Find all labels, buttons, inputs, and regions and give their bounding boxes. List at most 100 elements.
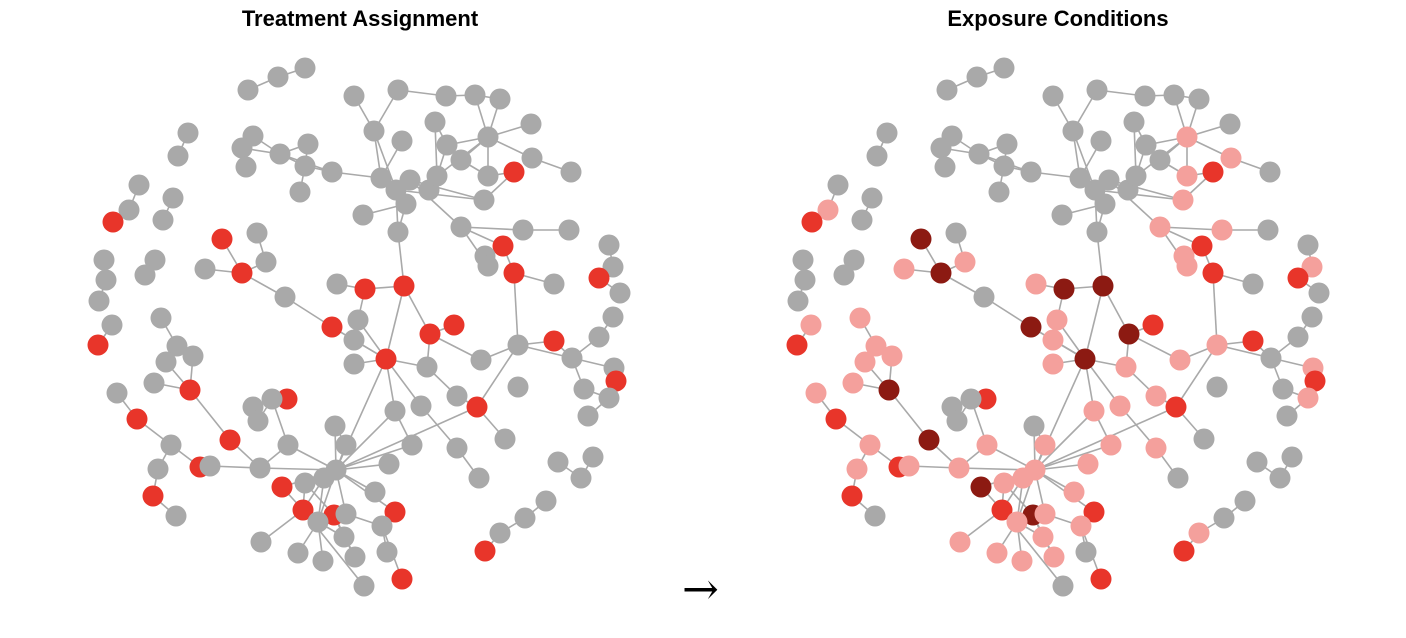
- treatment-node: [144, 249, 166, 271]
- treatment-node: [333, 526, 355, 548]
- treatment-node: [182, 345, 204, 367]
- exposure-node: [986, 542, 1008, 564]
- treatment-node: [143, 372, 165, 394]
- treatment-node: [520, 113, 542, 135]
- treatment-edge: [513, 272, 519, 346]
- exposure-node: [1043, 546, 1065, 568]
- treatment-node: [370, 167, 392, 189]
- exposure-node: [1287, 326, 1309, 348]
- treatment-node: [347, 309, 369, 331]
- treatment-node: [134, 264, 156, 286]
- treatment-edge: [476, 344, 519, 408]
- treatment-node: [335, 434, 357, 456]
- exposure-node: [1172, 189, 1194, 211]
- treatment-node: [292, 499, 314, 521]
- exposure-edge: [1034, 410, 1095, 471]
- exposure-node: [1219, 113, 1241, 135]
- treatment-node: [312, 550, 334, 572]
- exposure-node: [1304, 370, 1326, 392]
- treatment-node: [410, 395, 432, 417]
- exposure-edge: [1094, 189, 1184, 201]
- treatment-node: [521, 147, 543, 169]
- exposure-node: [876, 122, 898, 144]
- exposure-node: [1012, 467, 1034, 489]
- exposure-node: [1169, 349, 1191, 371]
- treatment-node: [267, 66, 289, 88]
- treatment-node: [426, 165, 448, 187]
- treatment-node: [247, 410, 269, 432]
- treatment-node: [249, 457, 271, 479]
- treatment-node: [436, 134, 458, 156]
- exposure-node: [948, 457, 970, 479]
- exposure-node: [1092, 275, 1114, 297]
- treatment-node: [363, 120, 385, 142]
- treatment-node: [468, 467, 490, 489]
- exposure-node: [1083, 501, 1105, 523]
- exposure-node: [1176, 255, 1198, 277]
- exposure-node: [854, 351, 876, 373]
- treatment-node: [118, 199, 140, 221]
- treatment-node: [255, 251, 277, 273]
- treatment-node: [274, 286, 296, 308]
- exposure-node: [1118, 323, 1140, 345]
- treatment-node: [514, 507, 536, 529]
- treatment-node: [166, 335, 188, 357]
- exposure-node: [898, 455, 920, 477]
- treatment-node: [194, 258, 216, 280]
- treatment-node: [558, 219, 580, 241]
- treatment-node: [376, 541, 398, 563]
- exposure-node: [976, 434, 998, 456]
- exposure-edge: [1175, 344, 1218, 408]
- treatment-node: [573, 378, 595, 400]
- treatment-node: [179, 379, 201, 401]
- exposure-node: [1257, 219, 1279, 241]
- transition-arrow: →: [682, 564, 719, 615]
- treatment-node: [494, 428, 516, 450]
- exposure-node: [960, 388, 982, 410]
- exposure-node: [846, 458, 868, 480]
- treatment-node: [326, 273, 348, 295]
- treatment-node: [101, 314, 123, 336]
- exposure-node: [1276, 405, 1298, 427]
- exposure-node: [1272, 378, 1294, 400]
- exposure-node: [1149, 216, 1171, 238]
- exposure-node: [1206, 334, 1228, 356]
- exposure-node: [1260, 347, 1282, 369]
- exposure-node: [991, 499, 1013, 521]
- treatment-node: [503, 161, 525, 183]
- treatment-node: [162, 187, 184, 209]
- exposure-node: [988, 181, 1010, 203]
- treatment-node: [582, 446, 604, 468]
- treatment-node: [387, 221, 409, 243]
- treatment-node: [335, 503, 357, 525]
- exposure-node: [1109, 395, 1131, 417]
- treatment-node: [535, 490, 557, 512]
- treatment-node: [277, 434, 299, 456]
- treatment-node: [354, 278, 376, 300]
- exposure-node: [1142, 314, 1164, 336]
- treatment-node: [450, 149, 472, 171]
- exposure-node: [1145, 385, 1167, 407]
- treatment-node: [598, 387, 620, 409]
- treatment-node: [364, 481, 386, 503]
- treatment-node: [321, 161, 343, 183]
- treatment-node: [269, 143, 291, 165]
- treatment-node: [167, 145, 189, 167]
- exposure-node: [851, 209, 873, 231]
- treatment-node: [276, 388, 298, 410]
- treatment-node: [160, 434, 182, 456]
- treatment-node: [375, 348, 397, 370]
- treatment-node: [464, 84, 486, 106]
- exposure-node: [1206, 376, 1228, 398]
- exposure-node: [843, 249, 865, 271]
- exposure-node: [993, 57, 1015, 79]
- exposure-node: [1020, 161, 1042, 183]
- exposure-node: [918, 429, 940, 451]
- exposure-node: [849, 307, 871, 329]
- treatment-node: [321, 316, 343, 338]
- exposure-node: [864, 505, 886, 527]
- exposure-node: [794, 269, 816, 291]
- treatment-node: [435, 85, 457, 107]
- treatment-node: [294, 155, 316, 177]
